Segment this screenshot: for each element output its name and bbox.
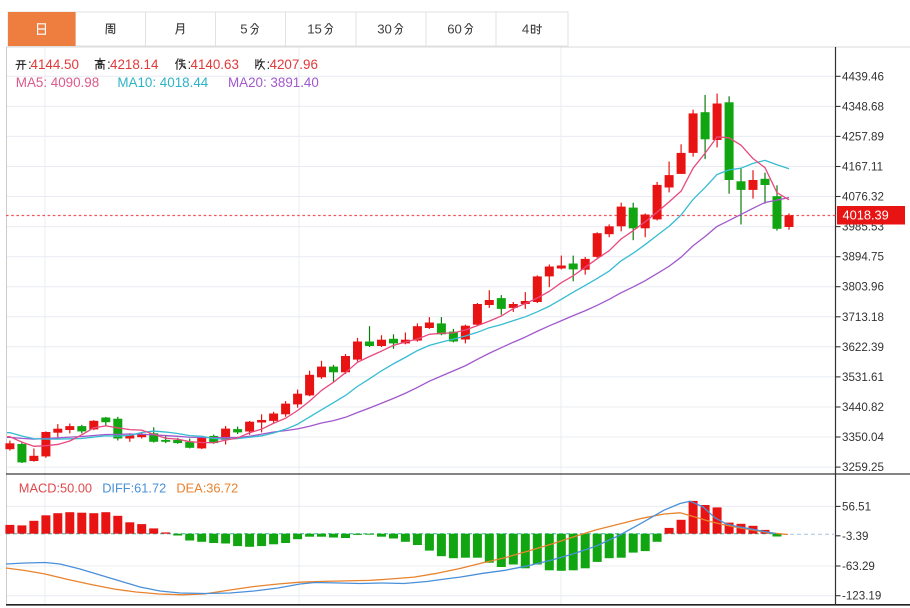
svg-text:4076.32: 4076.32 (842, 191, 884, 204)
svg-text:3259.25: 3259.25 (842, 461, 884, 474)
svg-text:60: 60 (447, 22, 462, 37)
svg-text:MA5: 4090.98: MA5: 4090.98 (16, 75, 99, 90)
svg-text:3531.61: 3531.61 (842, 371, 884, 384)
svg-text:-3.39: -3.39 (842, 530, 868, 543)
svg-text:30: 30 (377, 22, 392, 37)
svg-text:4218.14: 4218.14 (110, 57, 159, 72)
svg-text:4348.68: 4348.68 (842, 100, 884, 113)
svg-text:-123.19: -123.19 (842, 590, 881, 603)
svg-text::: : (267, 57, 271, 72)
svg-text:MACD:50.00: MACD:50.00 (19, 481, 92, 496)
svg-text::: : (188, 57, 192, 72)
svg-text:4140.63: 4140.63 (191, 57, 239, 72)
svg-text:15: 15 (307, 22, 322, 37)
svg-text:4257.89: 4257.89 (842, 130, 884, 143)
svg-text:4207.96: 4207.96 (270, 57, 318, 72)
svg-text:3894.75: 3894.75 (842, 251, 884, 264)
svg-text:DIFF:61.72: DIFF:61.72 (102, 481, 166, 496)
svg-text:4: 4 (522, 22, 529, 37)
svg-text:3713.18: 3713.18 (842, 311, 884, 324)
svg-text:5: 5 (240, 22, 247, 37)
svg-text:DEA:36.72: DEA:36.72 (176, 481, 238, 496)
svg-text:4167.11: 4167.11 (842, 161, 883, 174)
svg-text:4144.50: 4144.50 (31, 57, 79, 72)
svg-text:3622.39: 3622.39 (842, 341, 884, 354)
svg-text:4439.46: 4439.46 (842, 70, 884, 83)
svg-text:MA10: 4018.44: MA10: 4018.44 (117, 75, 208, 90)
svg-text:MA20: 3891.40: MA20: 3891.40 (228, 75, 319, 90)
svg-text:3803.96: 3803.96 (842, 281, 884, 294)
svg-text:3440.82: 3440.82 (842, 401, 884, 414)
svg-text:56.51: 56.51 (842, 500, 871, 513)
svg-text::: : (107, 57, 111, 72)
svg-text:-63.29: -63.29 (842, 560, 875, 573)
svg-text:3350.04: 3350.04 (842, 431, 884, 444)
svg-text::: : (28, 57, 32, 72)
svg-text:4018.39: 4018.39 (843, 208, 889, 223)
